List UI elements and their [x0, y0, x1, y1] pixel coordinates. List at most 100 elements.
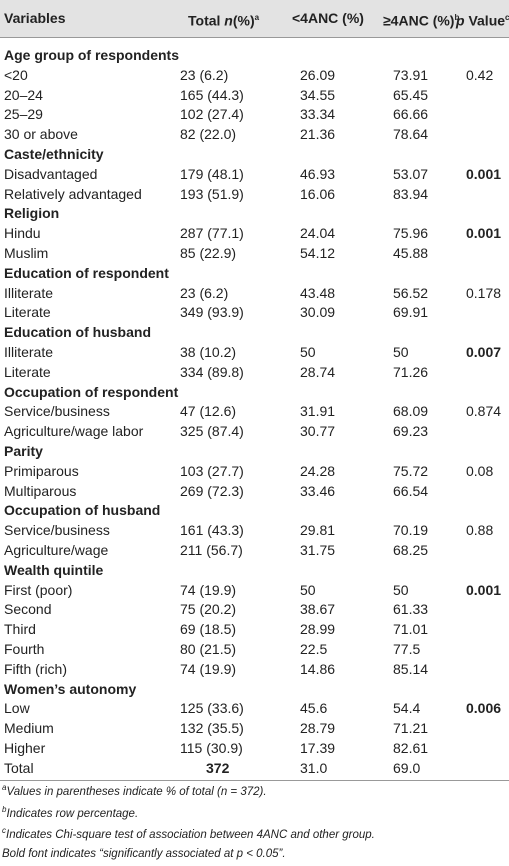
cell-ge4: 77.5	[393, 641, 421, 657]
cell-n: 349 (93.9)	[180, 304, 244, 321]
cell-n: 325 (87.4)	[180, 423, 244, 440]
cell-lt4: 33.34	[300, 106, 336, 123]
header-text: n	[224, 12, 233, 29]
cell-label: Agriculture/wage	[4, 542, 109, 558]
cell-ge4: 54.4	[393, 700, 421, 717]
cell-lt4: 50	[300, 344, 316, 360]
cell-label: Low	[4, 700, 30, 717]
cell-ge4: 75.96	[393, 225, 429, 242]
cell-ge4: 75.72	[393, 462, 429, 479]
footnote-text: Indicates Chi-square test of association…	[6, 828, 375, 841]
cell-p: 0.001	[466, 581, 502, 598]
section-label: Religion	[4, 205, 60, 222]
cell-label: Illiterate	[4, 284, 54, 301]
cell-lt4: 54.12	[300, 245, 336, 261]
cell-label: Second	[4, 601, 52, 618]
cell-n: 38 (10.2)	[180, 344, 237, 360]
cell-lt4: 31.0	[300, 759, 328, 776]
cell-n: 269 (72.3)	[180, 482, 244, 499]
cell-p: 0.001	[466, 165, 502, 182]
section-label: Education of respondent	[4, 264, 169, 281]
cell-lt4: 31.75	[300, 542, 336, 558]
cell-p: 0.007	[466, 344, 502, 360]
cell-ge4: 68.25	[393, 542, 429, 558]
footnote: bIndicates row percentage.	[2, 805, 138, 820]
footnote-mark: a	[254, 13, 260, 22]
cell-lt4: 31.91	[300, 403, 336, 420]
cell-ge4: 45.88	[393, 245, 429, 261]
cell-lt4: 30.77	[300, 423, 336, 440]
header-text: ≥4ANC (%)	[383, 12, 455, 29]
cell-n: 165 (44.3)	[180, 86, 244, 103]
section-label: Education of husband	[4, 324, 151, 341]
cell-lt4: 17.39	[300, 740, 336, 756]
cell-n: 75 (20.2)	[180, 601, 237, 618]
footnote-mark: b	[454, 13, 460, 22]
cell-n: 179 (48.1)	[180, 165, 244, 182]
cell-lt4: 24.28	[300, 462, 336, 479]
cell-label: Hindu	[4, 225, 41, 242]
cell-ge4: 69.23	[393, 423, 429, 440]
section-label: Parity	[4, 443, 43, 459]
header-p: p Valuec	[456, 9, 509, 30]
cell-ge4: 66.66	[393, 106, 429, 123]
cell-n: 103 (27.7)	[180, 462, 244, 479]
cell-n: 115 (30.9)	[180, 740, 243, 756]
cell-p: 0.88	[466, 522, 494, 539]
footnote-text: Bold font indicates “significantly assoc…	[2, 847, 286, 860]
cell-label: Medium	[4, 720, 54, 737]
cell-label: Literate	[4, 304, 51, 321]
cell-lt4: 29.81	[300, 522, 336, 539]
cell-n: 23 (6.2)	[180, 66, 229, 83]
cell-lt4: 16.06	[300, 185, 336, 202]
cell-n: 80 (21.5)	[180, 641, 237, 657]
cell-n: 211 (56.7)	[180, 542, 243, 558]
cell-n: 193 (51.9)	[180, 185, 244, 202]
cell-n: 74 (19.9)	[180, 660, 237, 677]
section-label: Wealth quintile	[4, 561, 104, 578]
footnote-text: Indicates row percentage.	[6, 807, 139, 820]
cell-ge4: 50	[393, 581, 409, 598]
header-ge4: ≥4ANC (%)b	[383, 9, 459, 30]
cell-lt4: 24.04	[300, 225, 336, 242]
cell-label: Service/business	[4, 522, 110, 539]
cell-ge4: 82.61	[393, 740, 429, 756]
footnote-mark: a	[2, 783, 7, 792]
cell-lt4: 34.55	[300, 86, 336, 103]
cell-label: Muslim	[4, 245, 49, 261]
bottom-rule	[0, 780, 509, 781]
cell-n: 82 (22.0)	[180, 126, 237, 143]
cell-ge4: 69.91	[393, 304, 429, 321]
footnote: Bold font indicates “significantly assoc…	[2, 848, 286, 860]
cell-lt4: 46.93	[300, 165, 336, 182]
cell-ge4: 65.45	[393, 86, 429, 103]
cell-lt4: 14.86	[300, 660, 336, 677]
cell-lt4: 28.99	[300, 621, 336, 638]
cell-lt4: 45.6	[300, 700, 328, 717]
header-background	[0, 0, 509, 37]
header-lt4: <4ANC (%)	[292, 10, 364, 26]
section-label: Occupation of respondent	[4, 383, 179, 400]
cell-ge4: 69.0	[393, 759, 421, 776]
cell-ge4: 78.64	[393, 126, 429, 143]
footnote: cIndicates Chi-square test of associatio…	[2, 826, 375, 841]
cell-label: Disadvantaged	[4, 165, 98, 182]
header-text: Total	[188, 12, 225, 29]
cell-lt4: 50	[300, 581, 316, 598]
cell-label: Multiparous	[4, 482, 77, 499]
cell-ge4: 70.19	[393, 522, 429, 539]
cell-label: Relatively advantaged	[4, 185, 142, 202]
section-label: Caste/ethnicity	[4, 146, 104, 162]
cell-label: Primiparous	[4, 462, 79, 479]
cell-n: 74 (19.9)	[180, 581, 237, 598]
footnote-text: Values in parentheses indicate % of tota…	[6, 785, 267, 798]
cell-ge4: 71.01	[393, 621, 429, 638]
cell-p: 0.006	[466, 700, 502, 717]
section-label: Women’s autonomy	[4, 680, 137, 697]
footnote-mark: c	[505, 13, 509, 22]
cell-label: Third	[4, 621, 36, 638]
cell-n: 132 (35.5)	[180, 720, 244, 737]
cell-label: Total	[4, 759, 34, 776]
cell-p: 0.08	[466, 462, 494, 479]
cell-lt4: 22.5	[300, 641, 328, 657]
